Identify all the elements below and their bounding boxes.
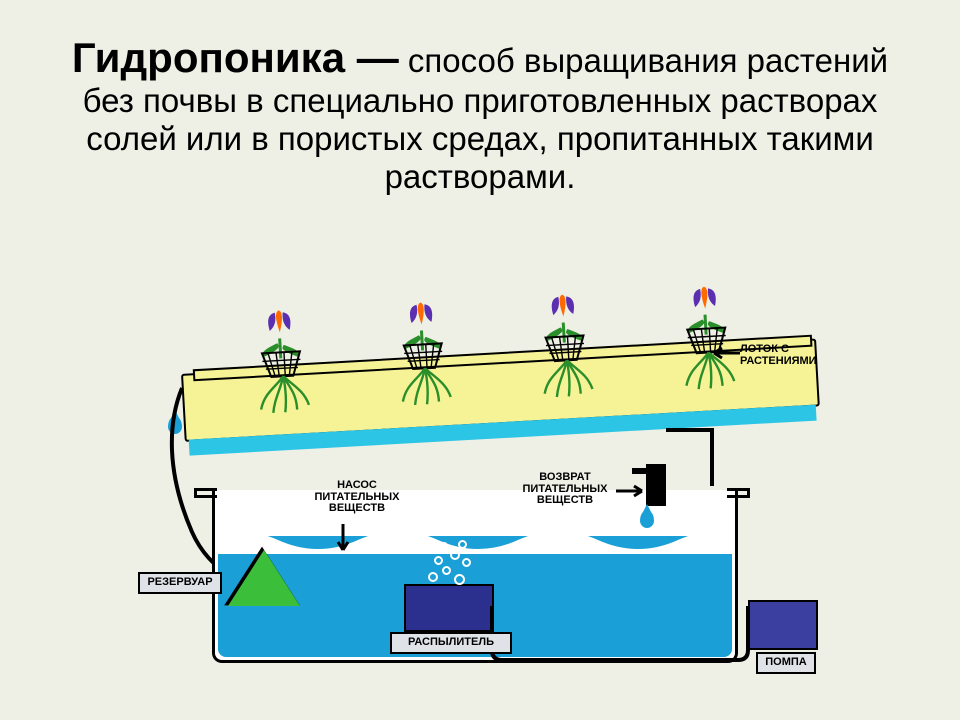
roots-icon — [539, 357, 597, 400]
bubble-icon — [434, 556, 443, 565]
nutrient-pump — [228, 550, 300, 606]
label-tray: ЛОТОК С РАСТЕНИЯМИ — [740, 344, 862, 367]
reservoir-rim — [194, 488, 217, 498]
tube-sprayer-to-pump — [488, 600, 788, 670]
arrow-icon — [708, 346, 742, 360]
tube-vertical — [710, 428, 714, 486]
return-device — [646, 464, 666, 506]
title-block: Гидропоника — способ выращивания растени… — [0, 0, 960, 196]
roots-icon — [397, 365, 455, 408]
title-bold: Гидропоника — — [72, 34, 399, 81]
arrow-icon — [614, 484, 648, 498]
bubble-icon — [454, 574, 465, 585]
plant — [529, 297, 600, 401]
bubble-icon — [442, 566, 451, 575]
reservoir-rim — [727, 488, 750, 498]
bubbles — [424, 536, 474, 584]
bubble-icon — [450, 550, 460, 560]
slide: Гидропоника — способ выращивания растени… — [0, 0, 960, 720]
label-nutrient-pump: НАСОС ПИТАТЕЛЬНЫХ ВЕЩЕСТВ — [302, 480, 412, 515]
tube-horizontal — [666, 428, 714, 432]
label-sprayer: РАСПЫЛИТЕЛЬ — [390, 632, 512, 654]
sprayer — [404, 584, 494, 632]
bubble-icon — [440, 542, 448, 550]
bubble-icon — [462, 558, 471, 567]
bubble-icon — [458, 540, 467, 549]
water-drop-icon — [640, 510, 654, 528]
plant — [388, 305, 459, 409]
bubble-icon — [428, 572, 438, 582]
plant — [671, 289, 742, 393]
pump-box — [748, 600, 818, 650]
label-return: ВОЗВРАТ ПИТАТЕЛЬНЫХ ВЕЩЕСТВ — [510, 472, 620, 507]
hydroponics-diagram: ЛОТОК С РАСТЕНИЯМИ НАСОС ПИТАТЕЛЬНЫХ ВЕЩ… — [152, 300, 862, 700]
label-reservoir: РЕЗЕРВУАР — [138, 572, 222, 594]
label-pump: ПОМПА — [756, 652, 816, 674]
arrow-icon — [336, 522, 350, 556]
return-arm — [632, 468, 646, 474]
